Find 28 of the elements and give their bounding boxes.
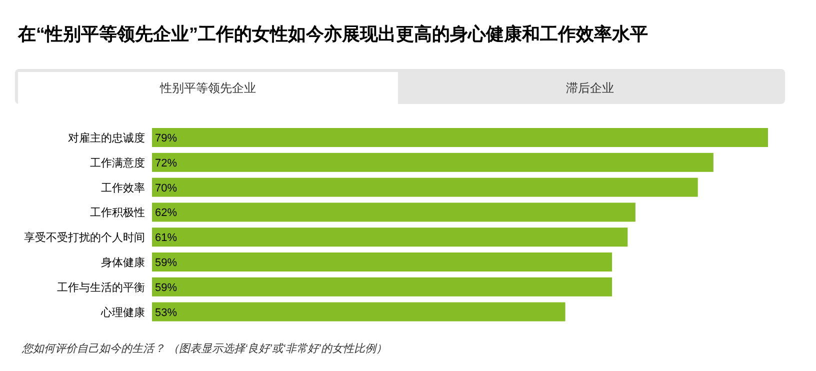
bar	[152, 302, 566, 322]
bar	[152, 202, 636, 222]
data-label: 72%	[155, 157, 178, 170]
data-label: 59%	[155, 282, 178, 294]
data-label: 79%	[155, 132, 178, 144]
bar	[152, 128, 768, 147]
y-tick-label: 工作满意度	[90, 156, 145, 170]
y-tick-label: 对雇主的忠诚度	[68, 132, 145, 144]
data-label: 62%	[155, 207, 178, 220]
y-tick-label: 身体健康	[101, 256, 145, 269]
text: 性别平等领先企业	[159, 81, 256, 95]
data-label: 70%	[155, 182, 178, 194]
bar	[152, 152, 714, 172]
bar	[152, 277, 612, 296]
bar	[152, 178, 698, 197]
data-label: 59%	[155, 257, 178, 269]
text: 您如何评价自己如今的生活？ （图表显示选择‘良好’或‘非常好’的女性比例）	[21, 342, 387, 355]
y-tick-label: 心理健康	[100, 306, 145, 319]
text: 滞后企业	[566, 81, 614, 95]
y-tick-label: 享受不受打扰的个人时间	[24, 231, 145, 244]
bar	[152, 252, 612, 272]
data-label: 53%	[155, 306, 178, 319]
y-tick-label: 工作效率	[101, 181, 145, 194]
bar	[152, 228, 628, 247]
chart-title: 在“性别平等领先企业”工作的女性如今亦展现出更高的身心健康和工作效率水平	[17, 24, 648, 44]
y-tick-label: 工作积极性	[90, 207, 145, 220]
y-tick-label: 工作与生活的平衡	[57, 280, 145, 294]
data-label: 61%	[155, 232, 178, 244]
